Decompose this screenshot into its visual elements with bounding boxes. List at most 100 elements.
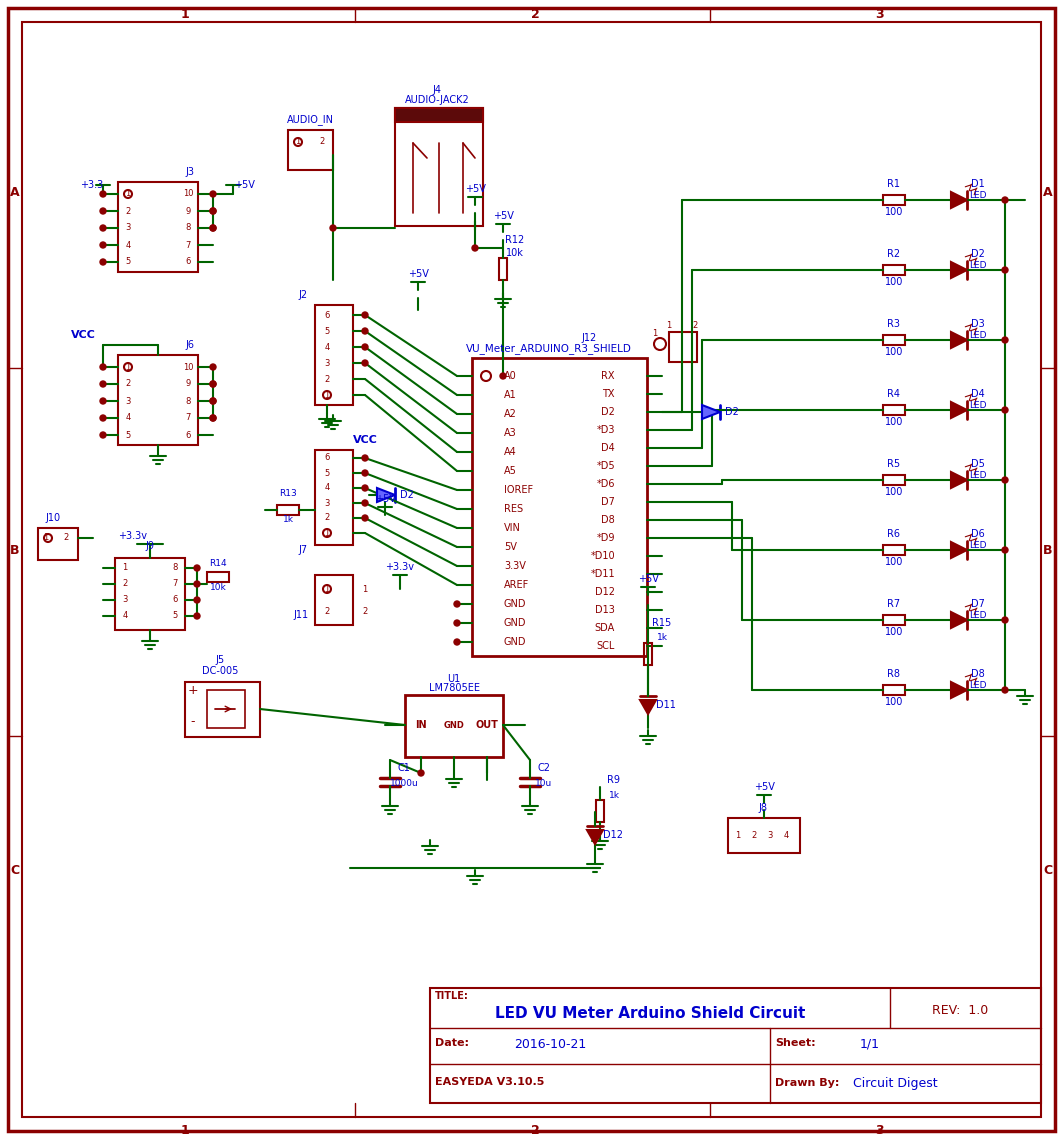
Text: D12: D12 — [595, 587, 615, 597]
Text: 2: 2 — [362, 606, 368, 615]
Bar — [207, 572, 229, 582]
Text: +3.3: +3.3 — [81, 180, 103, 190]
Circle shape — [418, 770, 424, 776]
Bar — [207, 690, 244, 728]
Text: GND: GND — [443, 721, 465, 729]
Text: B: B — [1043, 543, 1052, 557]
Text: 100: 100 — [884, 487, 904, 497]
Text: 1: 1 — [667, 321, 672, 330]
Text: +3.3v: +3.3v — [118, 531, 148, 541]
Text: A2: A2 — [504, 409, 517, 419]
Bar — [883, 405, 905, 415]
Text: 100: 100 — [884, 277, 904, 287]
Bar — [315, 575, 353, 625]
Circle shape — [100, 226, 106, 231]
Text: 9: 9 — [185, 206, 190, 215]
Text: 2: 2 — [692, 321, 697, 330]
Text: *D3: *D3 — [596, 425, 615, 435]
Text: A3: A3 — [504, 428, 517, 439]
Text: VU_Meter_ARDUINO_R3_SHIELD: VU_Meter_ARDUINO_R3_SHIELD — [466, 344, 631, 354]
Circle shape — [210, 208, 216, 214]
Circle shape — [362, 485, 368, 491]
Text: J10: J10 — [46, 513, 61, 523]
Text: +5V: +5V — [234, 180, 254, 190]
Circle shape — [100, 259, 106, 265]
Bar — [185, 682, 260, 737]
Text: 1/1: 1/1 — [860, 1038, 880, 1050]
Text: GND: GND — [504, 599, 526, 609]
Circle shape — [362, 500, 368, 506]
Text: +3.3v: +3.3v — [386, 562, 415, 572]
Text: RES: RES — [504, 503, 523, 514]
Text: LED: LED — [969, 330, 986, 339]
Circle shape — [1002, 407, 1008, 413]
Bar — [883, 685, 905, 695]
Circle shape — [454, 601, 460, 607]
Text: R4: R4 — [888, 390, 900, 399]
Polygon shape — [951, 542, 967, 558]
Text: VIN: VIN — [504, 523, 521, 533]
Bar — [883, 195, 905, 205]
Text: A: A — [1043, 186, 1052, 198]
Bar — [472, 358, 647, 656]
Circle shape — [100, 415, 106, 421]
Text: 100: 100 — [884, 347, 904, 357]
Text: *D11: *D11 — [590, 570, 615, 579]
Circle shape — [100, 364, 106, 370]
Circle shape — [362, 515, 368, 521]
Circle shape — [210, 191, 216, 197]
Text: 4: 4 — [122, 612, 128, 621]
Text: 2: 2 — [122, 580, 128, 589]
Text: 1: 1 — [181, 1123, 189, 1137]
Circle shape — [362, 360, 368, 366]
Bar — [405, 695, 503, 757]
Circle shape — [362, 344, 368, 350]
Text: *D6: *D6 — [596, 480, 615, 489]
Circle shape — [210, 415, 216, 421]
Text: 8: 8 — [185, 396, 190, 405]
Text: 8: 8 — [185, 223, 190, 232]
Text: R12: R12 — [505, 235, 525, 245]
Text: 9: 9 — [185, 379, 190, 388]
Text: 3: 3 — [122, 596, 128, 605]
Text: A5: A5 — [504, 466, 517, 476]
Text: D8: D8 — [972, 669, 985, 679]
Bar — [118, 355, 198, 445]
Circle shape — [210, 208, 216, 214]
Circle shape — [100, 208, 106, 214]
Text: +5V: +5V — [754, 782, 775, 792]
Text: J8: J8 — [759, 803, 767, 813]
Text: 1: 1 — [324, 528, 330, 538]
Bar — [277, 505, 299, 515]
Text: R7: R7 — [888, 599, 900, 609]
Text: 5: 5 — [324, 468, 330, 477]
Text: 1k: 1k — [657, 633, 668, 642]
Text: GND: GND — [504, 618, 526, 628]
Circle shape — [210, 415, 216, 421]
Text: R2: R2 — [888, 249, 900, 259]
Polygon shape — [951, 472, 967, 487]
Polygon shape — [951, 262, 967, 278]
Text: SDA: SDA — [595, 623, 615, 633]
Circle shape — [500, 372, 506, 379]
Text: LM7805EE: LM7805EE — [428, 683, 479, 693]
Bar — [499, 259, 507, 280]
Bar — [728, 818, 800, 853]
Text: 6: 6 — [185, 257, 190, 267]
Text: A4: A4 — [504, 446, 517, 457]
Text: A: A — [11, 186, 20, 198]
Text: RX: RX — [602, 371, 615, 382]
Text: SCL: SCL — [596, 641, 615, 652]
Text: 2: 2 — [125, 379, 131, 388]
Bar — [38, 528, 78, 560]
Text: +: + — [188, 683, 199, 697]
Circle shape — [1002, 197, 1008, 203]
Text: LED VU Meter Arduino Shield Circuit: LED VU Meter Arduino Shield Circuit — [494, 1007, 805, 1022]
Text: 10: 10 — [183, 362, 193, 371]
Text: 1000u: 1000u — [390, 778, 419, 787]
Text: LED: LED — [969, 470, 986, 480]
Circle shape — [195, 565, 200, 571]
Text: LED: LED — [969, 190, 986, 199]
Circle shape — [1002, 267, 1008, 273]
Text: Date:: Date: — [435, 1038, 469, 1048]
